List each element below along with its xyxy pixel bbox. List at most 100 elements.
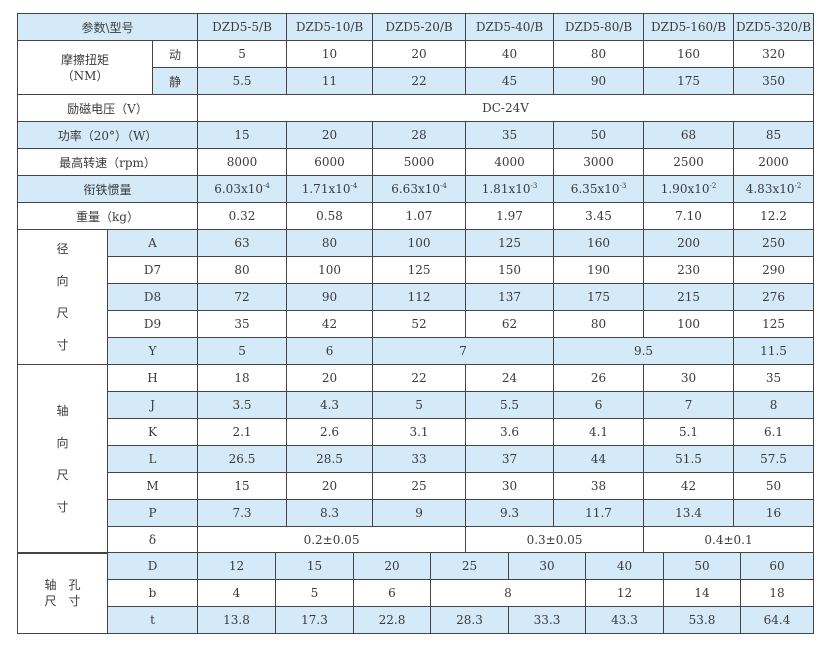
- axial-row: K 2.1 2.6 3.1 3.6 4.1 5.1 6.1: [18, 418, 815, 446]
- axial-row: 轴 向 尺 寸 H 18 20 22 24 26 30 35: [17, 364, 815, 554]
- dimension-name: J: [106, 391, 199, 419]
- cell: 9.5: [553, 337, 735, 365]
- cell: 6: [353, 579, 431, 607]
- cell: 37: [465, 445, 555, 473]
- dimension-name: D8: [106, 283, 199, 311]
- cell: 13.8: [197, 606, 276, 634]
- cell: 30: [465, 472, 555, 500]
- cell: 7.10: [643, 202, 735, 230]
- cell: 20: [286, 121, 374, 149]
- model-header: DZD5-160/B: [643, 13, 735, 41]
- cell: 112: [372, 283, 467, 311]
- cell: 0.58: [286, 202, 374, 230]
- cell: 90: [553, 67, 645, 95]
- cell: 17.3: [275, 606, 354, 634]
- cell: 137: [465, 283, 555, 311]
- cell: 15: [275, 552, 354, 580]
- cell: 11.7: [553, 499, 645, 527]
- cell: 3.1: [372, 418, 467, 446]
- cell: DC-24V: [197, 94, 815, 122]
- cell: 42: [643, 472, 735, 500]
- cell: 20: [286, 472, 374, 500]
- cell: 28: [372, 121, 467, 149]
- cell: 3000: [553, 148, 645, 176]
- cell: 1.81x10-3: [465, 175, 555, 203]
- cell: 15: [197, 121, 288, 149]
- cell: 7: [643, 391, 735, 419]
- row-label: 重量（kg）: [16, 202, 199, 230]
- cell: 13.4: [643, 499, 735, 527]
- cell: 60: [740, 552, 814, 580]
- cell: 0.32: [197, 202, 288, 230]
- cell: 44: [553, 445, 645, 473]
- cell: 4: [197, 579, 276, 607]
- dimension-name: D9: [106, 310, 199, 338]
- cell: 8: [733, 391, 815, 419]
- cell: 4.83x10-2: [733, 175, 815, 203]
- bore-row: t 13.8 17.3 22.8 28.3 33.3 43.3 53.8 64.4: [18, 606, 814, 634]
- cell: 50: [733, 472, 815, 500]
- cell: 22.8: [353, 606, 431, 634]
- header-row: 参数\型号 DZD5-5/B DZD5-10/B DZD5-20/B DZD5-40/…: [16, 13, 815, 41]
- cell: 8.3: [286, 499, 374, 527]
- cell: 2000: [733, 148, 815, 176]
- dimension-name: D7: [106, 256, 199, 284]
- cell: 9.3: [465, 499, 555, 527]
- cell: 5.5: [465, 391, 555, 419]
- cell: 20: [353, 552, 431, 580]
- axial-section: 轴 向 尺 寸 H 18 20 22 24 26 30 35 J 3.5 4.3 5 5.5 6 7 8 K 2.1…: [17, 364, 815, 554]
- cell: 28.5: [286, 445, 374, 473]
- axial-row: J 3.5 4.3 5 5.5 6 7 8: [18, 391, 815, 419]
- cell: 320: [733, 40, 815, 68]
- cell: 0.3±0.05: [465, 526, 645, 554]
- cell: 2.6: [286, 418, 374, 446]
- cell: 33: [372, 445, 467, 473]
- sub-label: 动: [151, 40, 199, 68]
- model-header: DZD5-40/B: [465, 13, 555, 41]
- cell: 15: [197, 472, 288, 500]
- row-label: 励磁电压（V）: [16, 94, 199, 122]
- speed-row: 最高转速（rpm） 8000 6000 5000 4000 3000 2500 2000: [16, 148, 815, 176]
- cell: 68: [643, 121, 735, 149]
- weight-row: 重量（kg） 0.32 0.58 1.07 1.97 3.45 7.10 12.2: [16, 202, 815, 230]
- cell: 160: [553, 229, 645, 257]
- row-label: 最高转速（rpm）: [16, 148, 199, 176]
- axial-row: P 7.3 8.3 9 9.3 11.7 13.4 16: [18, 499, 815, 527]
- cell: 28.3: [430, 606, 509, 634]
- cell: 5000: [372, 148, 467, 176]
- cell: 53.8: [663, 606, 741, 634]
- cell: 5: [372, 391, 467, 419]
- cell: 5.1: [643, 418, 735, 446]
- cell: 30: [643, 364, 735, 392]
- cell: 175: [553, 283, 645, 311]
- cell: 63: [197, 229, 288, 257]
- cell: 50: [553, 121, 645, 149]
- cell: 45: [465, 67, 555, 95]
- cell: 6.03x10-4: [197, 175, 288, 203]
- cell: 50: [663, 552, 741, 580]
- radial-row: D7 80 100 125 150 190 230 290: [18, 256, 815, 284]
- cell: 35: [465, 121, 555, 149]
- cell: 12.2: [733, 202, 815, 230]
- bore-table: 轴 孔 尺 寸 D 12 15 20 25 30 40 50 60 b 4 5 6 8 12 14 18 t 13.8…: [17, 552, 814, 634]
- cell: 6.63x10-4: [372, 175, 467, 203]
- cell: 80: [553, 40, 645, 68]
- cell: 1.90x10-2: [643, 175, 735, 203]
- cell: 25: [430, 552, 509, 580]
- cell: 2500: [643, 148, 735, 176]
- cell: 6: [553, 391, 645, 419]
- cell: 125: [733, 310, 815, 338]
- dimension-name: P: [106, 499, 199, 527]
- cell: 26.5: [197, 445, 288, 473]
- cell: 4.1: [553, 418, 645, 446]
- cell: 125: [372, 256, 467, 284]
- torque-dynamic-row: 摩擦扭矩 （NM） 动 5 10 20 40 80 160 320: [17, 40, 815, 95]
- dimension-name: M: [106, 472, 199, 500]
- cell: 200: [643, 229, 735, 257]
- cell: 6.1: [733, 418, 815, 446]
- cell: 10: [286, 40, 374, 68]
- cell: 85: [733, 121, 815, 149]
- axial-row: M 15 20 25 30 38 42 50: [18, 472, 815, 500]
- cell: 51.5: [643, 445, 735, 473]
- row-label: 功率（20°）（W）: [16, 121, 199, 149]
